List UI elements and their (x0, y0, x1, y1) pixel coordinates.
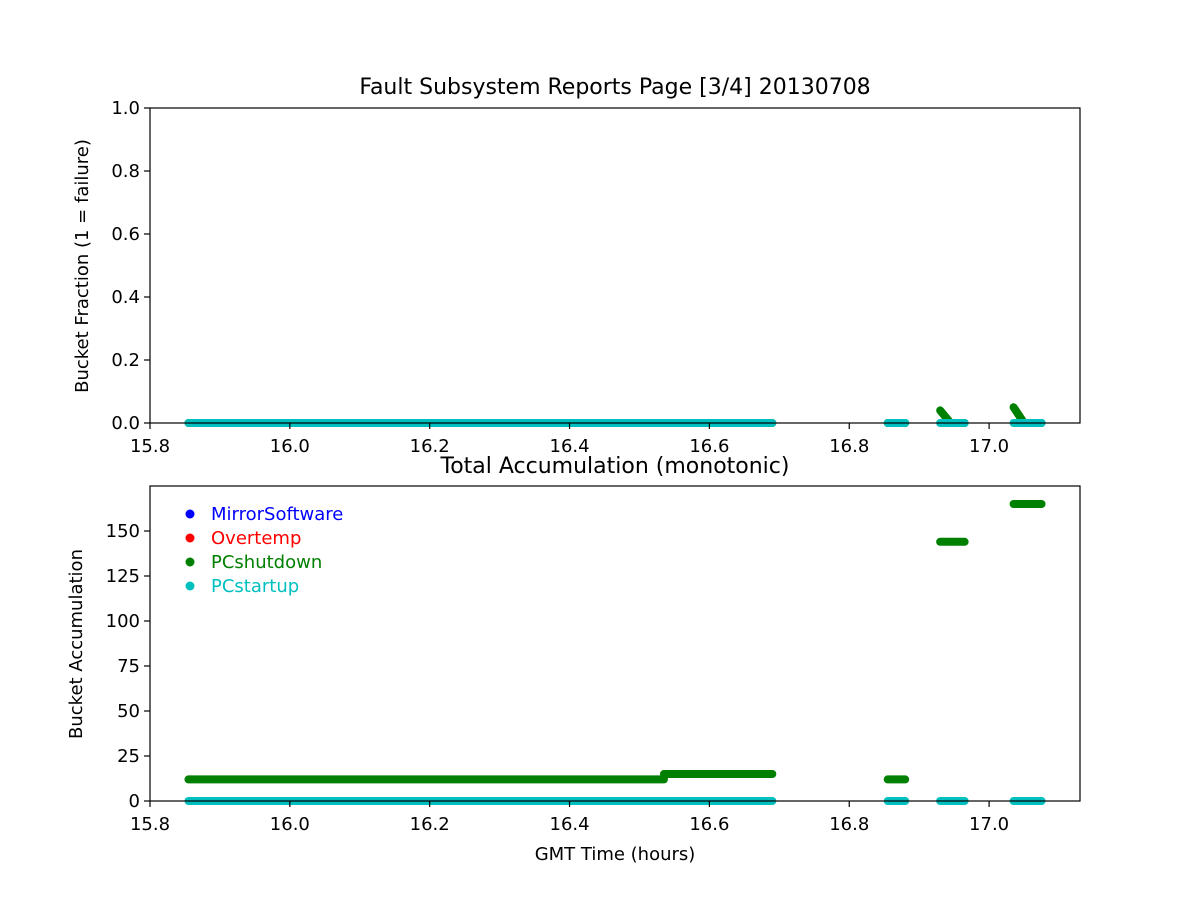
legend-pcshutdown-marker (185, 557, 195, 567)
fraction-y-tick-label: 0.6 (111, 224, 140, 245)
fraction-x-tick-label: 15.8 (130, 436, 170, 457)
fraction-y-tick-label: 1.0 (111, 98, 140, 119)
accumulation-x-tick-label: 16.8 (829, 814, 869, 835)
accumulation-y-tick-label: 125 (106, 566, 140, 587)
legend-pcstartup-label: PCstartup (211, 576, 299, 597)
fraction-x-tick-label: 16.8 (829, 436, 869, 457)
accumulation-y-tick-label: 25 (117, 746, 140, 767)
fraction-x-tick-label: 16.4 (550, 436, 590, 457)
accumulation-x-tick-label: 16.6 (689, 814, 729, 835)
accumulation-panel-y-axis-label: Bucket Accumulation (66, 549, 87, 739)
accumulation-panel-frame (149, 485, 1081, 802)
legend-overtemp-label: Overtemp (211, 528, 301, 549)
fraction-panel-y-axis-label: Bucket Fraction (1 = failure) (72, 139, 93, 393)
accumulation-x-tick-label: 16.4 (550, 814, 590, 835)
accumulation-y-tick-label: 0 (129, 791, 140, 812)
legend-pcshutdown-label: PCshutdown (211, 552, 322, 573)
accumulation-x-tick-label: 15.8 (130, 814, 170, 835)
accumulation-panel: Total Accumulation (monotonic) Bucket Ac… (66, 454, 1081, 865)
fraction-y-tick-label: 0.0 (111, 413, 140, 434)
fraction-x-tick-label: 16.6 (689, 436, 729, 457)
fraction-y-tick-label: 0.2 (111, 350, 140, 371)
accumulation-panel-title: Total Accumulation (monotonic) (440, 454, 790, 479)
accumulation-y-tick-label: 100 (106, 611, 140, 632)
fraction-panel-ticks: 15.8 16.0 16.2 16.4 16.6 16.8 17.0 0.0 0.2 0.4 0.6… (111, 98, 1009, 457)
accumulation-x-tick-label: 16.0 (270, 814, 310, 835)
accumulation-x-tick-label: 16.2 (410, 814, 450, 835)
accumulation-y-tick-label: 150 (106, 521, 140, 542)
fraction-y-tick-label: 0.4 (111, 287, 140, 308)
legend-overtemp-marker (185, 533, 195, 543)
accumulation-y-tick-label: 75 (117, 656, 140, 677)
fraction-panel-title: Fault Subsystem Reports Page [3/4] 20130… (359, 75, 870, 100)
fraction-x-tick-label: 16.2 (410, 436, 450, 457)
accumulation-y-tick-label: 50 (117, 701, 140, 722)
fraction-x-tick-label: 17.0 (969, 436, 1009, 457)
accumulation-x-tick-label: 17.0 (969, 814, 1009, 835)
fraction-panel-frame (149, 107, 1081, 424)
accumulation-panel-ticks: 15.8 16.0 16.2 16.4 16.6 16.8 17.0 0 25 50 75 100 12… (106, 521, 1009, 835)
legend: MirrorSoftware Overtemp PCshutdown PCstartu… (185, 504, 343, 597)
legend-mirrorsoftware-label: MirrorSoftware (211, 504, 343, 525)
legend-mirrorsoftware-marker (185, 509, 195, 519)
fraction-panel: Fault Subsystem Reports Page [3/4] 20130… (72, 75, 1081, 457)
fraction-y-tick-label: 0.8 (111, 161, 140, 182)
accumulation-panel-x-axis-label: GMT Time (hours) (535, 844, 696, 865)
fraction-x-tick-label: 16.0 (270, 436, 310, 457)
legend-pcstartup-marker (185, 581, 195, 591)
